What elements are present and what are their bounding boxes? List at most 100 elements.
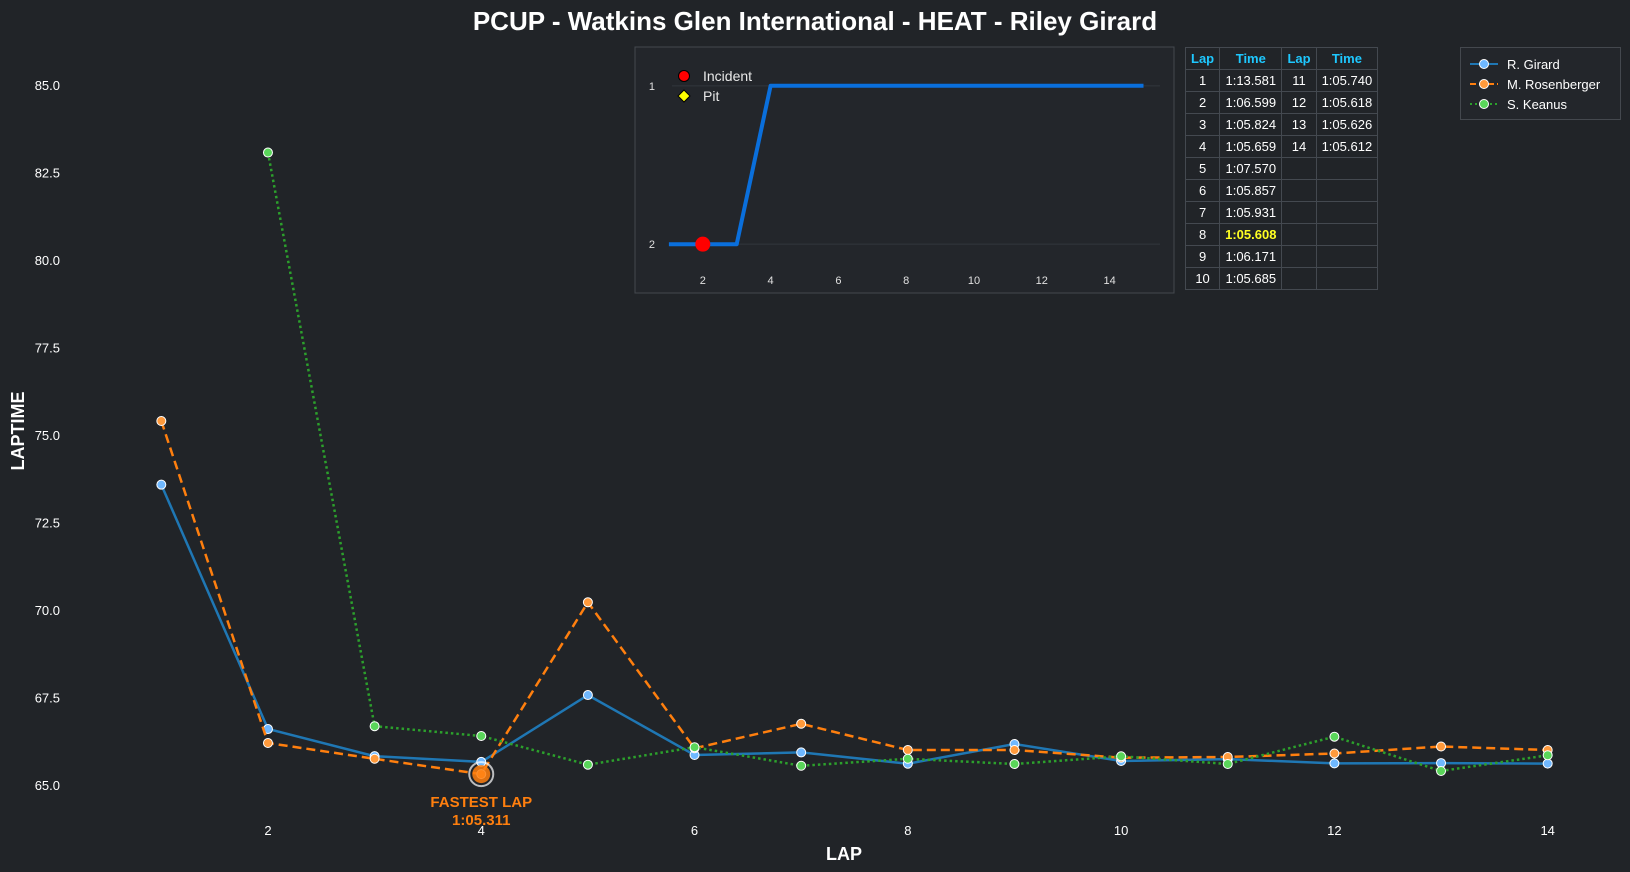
legend-item-rosenberger: M. Rosenberger xyxy=(1469,74,1600,94)
legend-label: S. Keanus xyxy=(1507,96,1567,112)
data-point xyxy=(156,416,167,426)
time-cell: 1:05.740 xyxy=(1315,69,1379,92)
pit-legend-icon xyxy=(677,89,691,103)
table-row: 4 1:05.659 14 1:05.612 xyxy=(1184,135,1379,158)
fastest-lap-ring xyxy=(468,761,495,788)
inset-x-tick-label: 4 xyxy=(768,275,774,287)
main-axis-ticks: 2 4 6 8 10 12 1465.067.570.072.575.077.580.082… xyxy=(35,78,1555,838)
lap-cell xyxy=(1281,201,1317,224)
y-tick-label: 80.0 xyxy=(35,253,60,268)
table-row: 1 1:13.581 11 1:05.740 xyxy=(1184,69,1379,92)
data-point xyxy=(156,479,167,490)
data-point xyxy=(262,147,273,158)
inset-y-tick-label: 2 xyxy=(649,239,655,251)
time-cell: 1:05.659 xyxy=(1219,135,1283,158)
lap-cell: 7 xyxy=(1184,201,1221,224)
x-axis-label: LAP xyxy=(826,844,862,864)
series-line xyxy=(160,484,1548,765)
data-point xyxy=(902,753,913,764)
data-point xyxy=(1009,745,1020,755)
table-row: 10 1:05.685 xyxy=(1184,267,1379,290)
lap-cell xyxy=(1281,267,1317,290)
lap-cell: 12 xyxy=(1281,91,1317,114)
fastest-lap-annotation: FASTEST LAP 1:05.311 xyxy=(430,761,532,829)
x-tick-label: 10 xyxy=(1114,823,1128,838)
y-tick-label: 72.5 xyxy=(35,516,60,531)
x-tick-label: 6 xyxy=(691,823,698,838)
lap-cell xyxy=(1281,223,1317,246)
lap-time-table: Lap Time Lap Time 1 1:13.581 11 1:05.740… xyxy=(1184,47,1379,290)
table-row: 8 1:05.608 xyxy=(1184,223,1379,246)
incident-legend-label: Incident xyxy=(703,68,752,84)
lap-cell: 14 xyxy=(1281,135,1317,158)
table-row: 3 1:05.824 13 1:05.626 xyxy=(1184,113,1379,136)
legend-line-icon xyxy=(1470,59,1498,69)
chart-legend: R. Girard M. Rosenberger S. Keanus xyxy=(1460,47,1621,120)
inset-frame xyxy=(634,46,1175,294)
lap-cell xyxy=(1281,245,1317,268)
incident-legend-icon xyxy=(678,70,690,82)
lap-cell: 6 xyxy=(1184,179,1221,202)
inset-x-tick-label: 6 xyxy=(835,275,841,287)
time-cell: 1:13.581 xyxy=(1219,69,1283,92)
data-point xyxy=(796,747,807,758)
data-point xyxy=(902,745,913,755)
inset-legend: Incident Pit xyxy=(677,68,752,104)
series-s-keanus xyxy=(262,147,1553,776)
inset-y-tick-label: 1 xyxy=(649,81,655,93)
legend-line-icon xyxy=(1470,99,1498,109)
fastest-time-cell: 1:05.608 xyxy=(1219,223,1283,246)
y-tick-label: 70.0 xyxy=(35,603,60,618)
lap-cell: 1 xyxy=(1184,69,1221,92)
time-cell xyxy=(1315,157,1379,180)
y-tick-label: 65.0 xyxy=(35,778,60,793)
table-header-lap: Lap xyxy=(1281,47,1317,70)
data-point xyxy=(1009,759,1020,769)
fastest-lap-time: 1:05.311 xyxy=(452,812,510,829)
x-tick-label: 2 xyxy=(264,823,271,838)
table-row: 5 1:07.570 xyxy=(1184,157,1379,180)
data-point xyxy=(1329,731,1340,742)
table-header-time: Time xyxy=(1219,47,1283,70)
lap-cell xyxy=(1281,179,1317,202)
data-point xyxy=(476,731,487,741)
time-cell xyxy=(1315,223,1379,246)
lap-cell: 4 xyxy=(1184,135,1221,158)
data-point xyxy=(689,742,700,753)
table-row: 7 1:05.931 xyxy=(1184,201,1379,224)
y-tick-label: 85.0 xyxy=(35,78,60,93)
lap-cell: 11 xyxy=(1281,69,1317,92)
data-point xyxy=(369,721,380,732)
fastest-lap-label: FASTEST LAP xyxy=(430,794,532,811)
main-series-layer xyxy=(156,147,1553,780)
y-tick-label: 82.5 xyxy=(35,166,60,181)
inset-position-series xyxy=(668,83,1144,252)
time-cell: 1:05.824 xyxy=(1219,113,1283,136)
time-cell: 1:05.857 xyxy=(1219,179,1283,202)
data-point xyxy=(369,753,380,764)
inset-x-tick-label: 12 xyxy=(1036,275,1048,287)
y-tick-label: 77.5 xyxy=(35,341,60,356)
time-cell xyxy=(1315,201,1379,224)
inset-x-tick-label: 10 xyxy=(968,275,980,287)
data-point xyxy=(1329,758,1340,769)
time-cell: 1:05.931 xyxy=(1219,201,1283,224)
data-point xyxy=(1542,758,1553,769)
table-row: 9 1:06.171 xyxy=(1184,245,1379,268)
x-tick-label: 4 xyxy=(478,823,485,838)
data-point xyxy=(1436,766,1447,776)
time-cell: 1:05.618 xyxy=(1315,91,1379,114)
data-point xyxy=(582,690,593,701)
lap-cell: 5 xyxy=(1184,157,1221,180)
position-line xyxy=(668,83,1144,247)
time-cell: 1:05.685 xyxy=(1219,267,1283,290)
position-inset: 122 4 6 8 10 12 14 Incident Pit xyxy=(634,46,1175,294)
lap-cell: 13 xyxy=(1281,113,1317,136)
time-cell: 1:05.612 xyxy=(1315,135,1379,158)
time-cell xyxy=(1315,245,1379,268)
data-point xyxy=(1436,741,1447,752)
inset-x-tick-label: 2 xyxy=(700,275,706,287)
table-header-time: Time xyxy=(1315,47,1379,70)
lap-cell: 2 xyxy=(1184,91,1221,114)
